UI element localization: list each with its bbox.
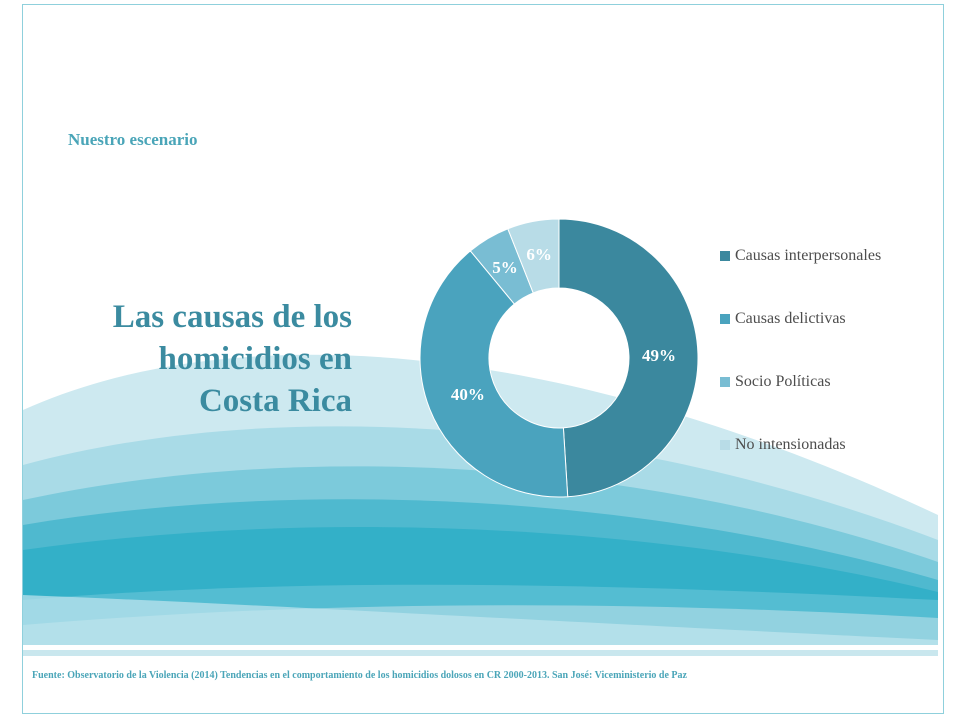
legend-swatch xyxy=(720,439,730,450)
slide-title-line-3: Costa Rica xyxy=(198,383,352,419)
legend-label: Causas delictivas xyxy=(735,309,846,327)
legend-swatch xyxy=(720,250,730,261)
legend-item: Causas delictivas xyxy=(720,308,881,329)
wave-decoration xyxy=(23,354,938,645)
donut-data-label: 5% xyxy=(492,258,518,277)
slide-subtitle: Nuestro escenario xyxy=(68,130,198,149)
legend-label: Causas interpersonales xyxy=(735,246,882,264)
donut-data-label: 49% xyxy=(642,346,676,365)
legend-label: Socio Políticas xyxy=(735,372,831,390)
donut-slice xyxy=(507,218,560,294)
legend-item: Socio Políticas xyxy=(720,371,881,392)
donut-data-label: 6% xyxy=(526,245,552,264)
source-citation: Fuente: Observatorio de la Violencia (20… xyxy=(32,670,687,681)
legend-swatch xyxy=(720,376,730,387)
slide-title-line-1: Las causas de los xyxy=(112,299,352,335)
slide-frame xyxy=(22,4,944,714)
legend-label: No intensionadas xyxy=(735,435,846,453)
slide-title-line-2: homicidios en xyxy=(158,341,352,377)
donut-data-label: 40% xyxy=(451,385,485,404)
legend-item: Causas interpersonales xyxy=(720,245,881,266)
chart-legend: Causas interpersonales Causas delictivas… xyxy=(720,245,881,497)
legend-swatch xyxy=(720,313,730,324)
donut-slice xyxy=(558,218,699,498)
bottom-bar xyxy=(23,650,938,656)
donut-slice xyxy=(419,250,569,498)
legend-item: No intensionadas xyxy=(720,434,881,455)
slide-title: Las causas de los homicidios en Costa Ri… xyxy=(52,296,352,422)
donut-chart: 49% 40% 5% 6% xyxy=(419,218,699,498)
